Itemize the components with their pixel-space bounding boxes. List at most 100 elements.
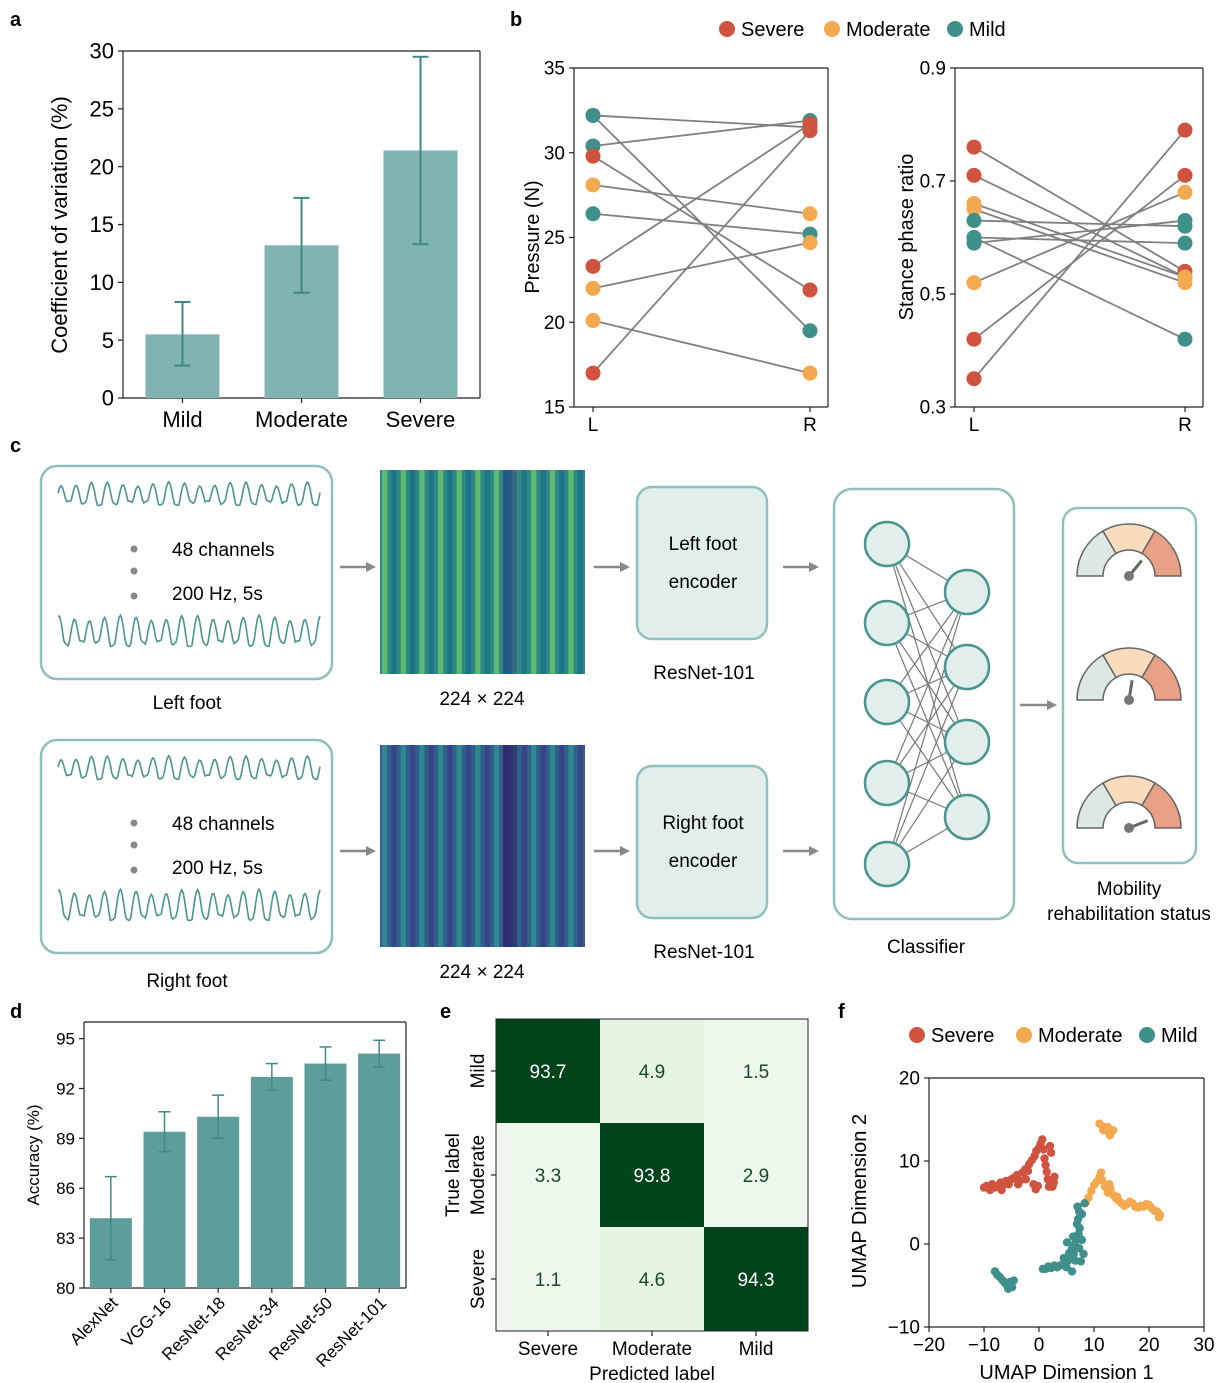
- d-ylabel: Accuracy (%): [24, 1104, 43, 1205]
- c-nn-output-neuron: [943, 793, 991, 841]
- d-ytick-label: 92: [56, 1079, 75, 1098]
- c-resnet-label: ResNet-101: [653, 663, 754, 684]
- f-point-mild: [1079, 1249, 1088, 1259]
- f-point-mild: [1038, 1264, 1048, 1274]
- c-nn-input-neuron: [863, 599, 911, 647]
- a-ytick-label: 15: [90, 212, 114, 237]
- f-ytick-label: 20: [899, 1069, 920, 1090]
- b1-point-right-severe: [802, 282, 818, 298]
- c-heatmap-stripe: [484, 470, 490, 674]
- b1-pair-line: [592, 114, 811, 332]
- c-heatmap-stripe: [493, 470, 500, 674]
- b2-ytick-label: 0.9: [920, 59, 946, 80]
- c-ellipsis-dot: [130, 819, 138, 827]
- b1-point-left-mild: [585, 206, 601, 222]
- f-xtick-label: 10: [1083, 1335, 1104, 1356]
- d-ytick-label: 83: [56, 1229, 75, 1248]
- c-foot-caption: Left foot: [153, 693, 222, 714]
- c-gauge-hub: [1124, 571, 1134, 581]
- e-col-label: Moderate: [612, 1339, 692, 1360]
- b2-pair-line: [973, 208, 1186, 284]
- f-point-mild: [1004, 1284, 1013, 1294]
- c-heatmap-stripe: [484, 745, 490, 947]
- c-foot-caption: Right foot: [146, 971, 228, 992]
- f-point-severe: [1044, 1182, 1054, 1191]
- c-heatmap-stripe: [391, 745, 397, 947]
- c-encoder-label: Right foot: [662, 813, 744, 834]
- c-status-label: Mobility: [1097, 879, 1162, 900]
- c-nn-output-neuron: [943, 643, 991, 691]
- f-point-moderate: [1112, 1192, 1122, 1201]
- b1-point-right-moderate: [802, 365, 818, 381]
- b-legend-marker-mild: [947, 21, 963, 37]
- c-heatmap-stripe: [419, 470, 425, 674]
- b-legend-label: Severe: [741, 19, 804, 41]
- c-nn-connection: [886, 701, 968, 818]
- e-cell-value: 4.6: [639, 1270, 665, 1291]
- panel-d-accuracy-chart: 808386899295AlexNetVGG-16ResNet-18ResNet…: [24, 1021, 407, 1371]
- c-heatmap-left: [380, 470, 585, 674]
- c-encoder-label: encoder: [669, 851, 738, 872]
- f-xtick-label: 20: [1138, 1335, 1159, 1356]
- d-ytick-label: 86: [56, 1179, 75, 1198]
- c-heatmap-stripe: [382, 470, 388, 674]
- c-signal-trace-bottom: [57, 887, 321, 922]
- f-point-mild: [1059, 1253, 1068, 1263]
- c-heatmap-stripe: [577, 470, 583, 674]
- f-point-severe: [1041, 1160, 1050, 1170]
- a-ylabel: Coefficient of variation (%): [47, 96, 72, 354]
- c-heatmap-band: [503, 470, 518, 674]
- e-cell: [496, 1123, 600, 1227]
- a-ytick-label: 5: [102, 328, 114, 353]
- e-cell: [496, 1019, 600, 1123]
- f-point-severe: [1021, 1175, 1030, 1184]
- e-col-label: Severe: [518, 1339, 578, 1360]
- f-point-severe: [997, 1185, 1006, 1195]
- b1-pair-line: [592, 184, 811, 215]
- c-nn-connection: [886, 543, 968, 743]
- c-nn-connection: [886, 622, 968, 818]
- b2-point-left-moderate: [966, 275, 982, 291]
- c-heatmap-stripe: [456, 745, 462, 947]
- e-cell: [600, 1227, 704, 1331]
- e-xlabel: Predicted label: [589, 1364, 715, 1383]
- c-ellipsis-dot: [130, 841, 138, 849]
- f-point-mild: [1080, 1199, 1089, 1208]
- b2-ytick-label: 0.3: [920, 398, 946, 419]
- c-heatmap-right: [380, 745, 585, 947]
- b1-point-right-moderate: [802, 206, 818, 222]
- b2-ytick-label: 0.5: [920, 285, 946, 306]
- f-point-severe: [1013, 1180, 1023, 1189]
- c-nn-input-neuron: [863, 520, 911, 568]
- b2-point-left-moderate: [966, 201, 982, 217]
- e-border: [495, 1018, 809, 1332]
- c-rate-label: 200 Hz, 5s: [172, 858, 263, 879]
- c-nn-connection: [886, 622, 968, 743]
- b2-point-right-severe: [1177, 167, 1193, 183]
- f-point-mild: [1068, 1232, 1078, 1241]
- e-row-label: Severe: [468, 1249, 489, 1309]
- c-heatmap-stripe: [531, 470, 537, 674]
- b2-pair-line: [973, 236, 1186, 245]
- b1-xtick-label: L: [588, 415, 599, 436]
- b2-pair-line: [973, 174, 1186, 278]
- b2-point-left-severe: [966, 331, 982, 347]
- b1-pair-line: [592, 319, 811, 374]
- f-ytick-label: 0: [909, 1235, 920, 1256]
- panel-letter-c: c: [10, 435, 21, 457]
- c-gauge-hub: [1124, 823, 1134, 833]
- b1-ytick-label: 35: [544, 59, 565, 80]
- f-ylabel: UMAP Dimension 2: [849, 1114, 871, 1288]
- c-classifier-box: [832, 487, 1016, 921]
- c-encoder-label: Left foot: [669, 534, 738, 555]
- c-ellipsis-dot: [130, 567, 138, 575]
- c-nn-connection: [886, 591, 968, 784]
- b2-point-left-severe: [966, 371, 982, 387]
- f-point-severe: [1050, 1172, 1059, 1181]
- f-point-severe: [1031, 1185, 1040, 1194]
- c-nn-connection: [886, 591, 968, 865]
- c-signal-trace-top: [57, 480, 321, 507]
- c-heatmap-stripe: [400, 470, 406, 674]
- f-legend-label: Severe: [931, 1025, 994, 1047]
- e-cell: [600, 1019, 704, 1123]
